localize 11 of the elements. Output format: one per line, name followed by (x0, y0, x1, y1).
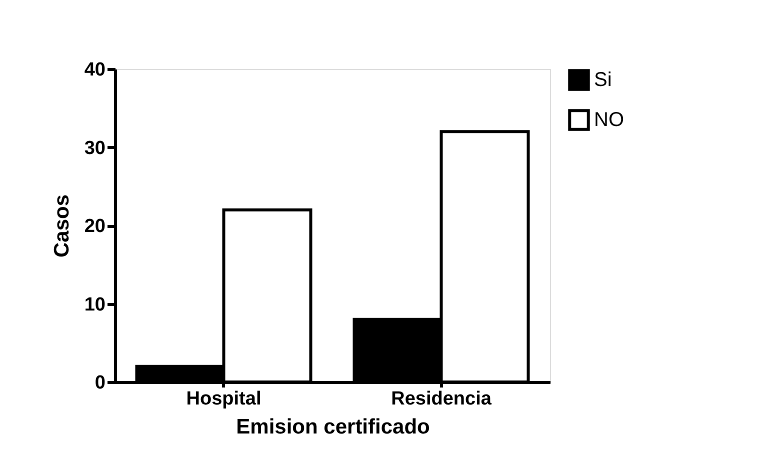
y-tick-label: 30 (84, 138, 106, 159)
x-tick-label: Hospital (186, 388, 262, 410)
y-tick-label: 0 (94, 372, 106, 394)
y-tick-label: 20 (84, 216, 106, 237)
y-tick-label: 10 (84, 294, 106, 316)
y-axis-title: Casos (50, 194, 74, 258)
legend-label: Si (594, 69, 612, 91)
y-tick-label: 40 (84, 60, 106, 80)
x-tick-label: Residencia (391, 388, 492, 410)
legend-label: NO (594, 109, 624, 131)
x-axis-title: Emision certificado (236, 416, 430, 438)
